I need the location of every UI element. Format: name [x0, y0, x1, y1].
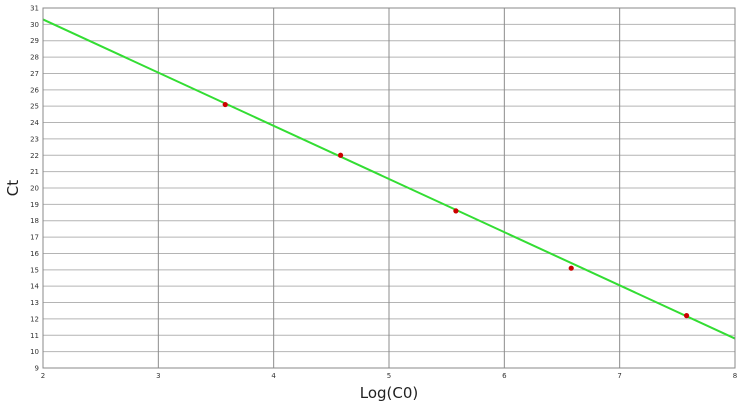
y-tick-label: 17 — [30, 234, 39, 242]
y-tick-label: 29 — [30, 37, 39, 45]
data-point — [337, 152, 344, 158]
x-tick-label: 8 — [733, 372, 737, 380]
y-tick-label: 26 — [30, 86, 39, 94]
y-tick-label: 19 — [30, 201, 39, 209]
y-tick-label: 14 — [30, 283, 39, 291]
y-tick-label: 22 — [30, 152, 39, 160]
x-tick-label: 6 — [502, 372, 507, 380]
data-point — [683, 313, 690, 319]
y-tick-label: 10 — [30, 348, 39, 356]
plot-frame — [42, 7, 736, 369]
y-tick-label: 24 — [30, 119, 39, 127]
y-tick-label: 11 — [30, 332, 39, 340]
grid — [42, 7, 736, 369]
y-tick-label: 23 — [30, 135, 39, 143]
data-marks — [42, 18, 736, 340]
y-tick-label: 13 — [30, 299, 39, 307]
y-tick-label: 28 — [30, 54, 39, 62]
x-tick-label: 3 — [156, 372, 160, 380]
y-axis-title: Ct — [4, 180, 22, 196]
data-point — [222, 101, 228, 108]
y-tick-label: 18 — [30, 217, 39, 225]
fit-line — [42, 18, 736, 340]
y-tick-label: 15 — [30, 266, 39, 274]
y-tick-label: 12 — [30, 315, 39, 323]
y-tick-label: 30 — [30, 21, 39, 29]
x-tick-label: 7 — [617, 372, 621, 380]
x-tick-label: 2 — [41, 372, 45, 380]
x-axis-title: Log(C0) — [360, 384, 419, 402]
x-tick-label: 5 — [387, 372, 391, 380]
y-tick-label: 9 — [35, 365, 39, 373]
y-tick-label: 16 — [30, 250, 39, 258]
tick-labels: 9101112131415161718192021222324252627282… — [30, 5, 737, 381]
y-tick-label: 21 — [30, 168, 39, 176]
data-point — [453, 208, 459, 214]
y-tick-label: 31 — [30, 5, 39, 13]
y-tick-label: 27 — [30, 70, 39, 78]
y-tick-label: 25 — [30, 103, 39, 111]
y-tick-label: 20 — [30, 185, 39, 193]
data-point — [568, 265, 574, 271]
x-tick-label: 4 — [271, 372, 276, 380]
